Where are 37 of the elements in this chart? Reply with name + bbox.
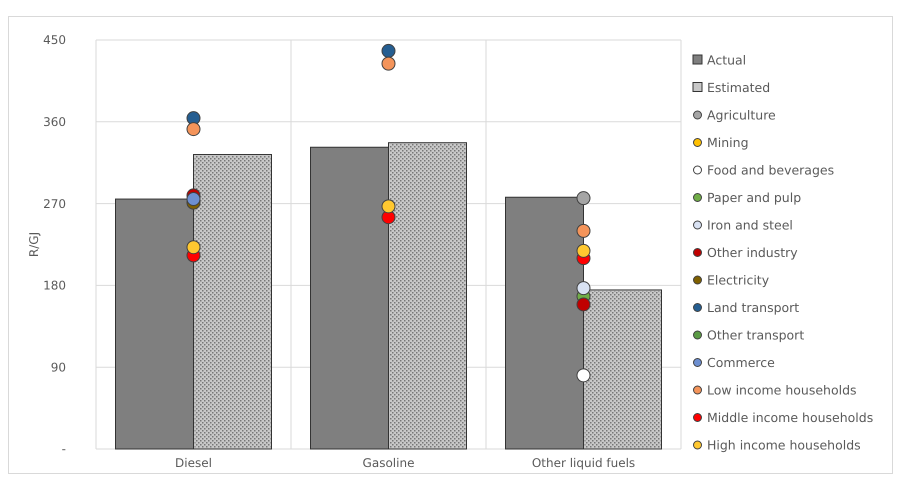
point [186, 192, 200, 206]
point [186, 240, 200, 254]
legend-label: Electricity [707, 272, 770, 288]
legend-label: Middle income households [707, 410, 874, 425]
point [576, 224, 590, 238]
x-tick-label: Other liquid fuels [532, 456, 636, 470]
point [576, 191, 590, 206]
legend-label: Estimated [707, 80, 770, 95]
legend-label: Iron and steel [707, 217, 793, 232]
legend-label: Food and beverages [707, 162, 834, 178]
y-axis-title: R/GJ [27, 232, 41, 258]
x-tick-label: Gasoline [362, 456, 414, 470]
legend-label: Paper and pulp [707, 190, 802, 205]
y-tick-label: 90 [50, 360, 66, 374]
legend-label: Actual [707, 52, 746, 68]
point [382, 199, 396, 214]
legend-label: High income households [707, 437, 861, 452]
y-tick-label: 360 [43, 115, 66, 129]
point [382, 56, 396, 71]
legend-label: Land transport [707, 300, 800, 315]
legend-label: Agriculture [707, 107, 776, 122]
point [186, 122, 200, 136]
y-tick-label: 180 [43, 278, 66, 293]
x-tick-label: Diesel [175, 456, 212, 470]
legend-label: Mining [707, 134, 749, 150]
y-tick-label: 450 [43, 33, 66, 48]
legend-label: Other industry [707, 244, 798, 260]
legend-label: Commerce [707, 354, 776, 370]
point [576, 244, 590, 258]
legend-label: Low income households [707, 382, 857, 398]
point [576, 281, 590, 296]
point [382, 44, 396, 58]
point [576, 298, 590, 312]
legend-label: Other transport [707, 327, 804, 342]
point [576, 368, 590, 382]
y-tick-label: 270 [43, 196, 66, 211]
y-tick-label: - [62, 442, 66, 456]
